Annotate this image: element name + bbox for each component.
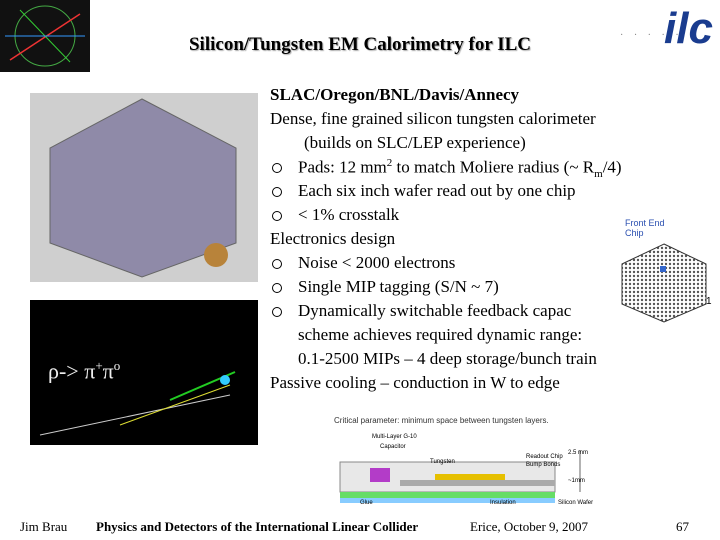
label-part: π xyxy=(102,358,114,384)
subscript: m xyxy=(594,168,603,181)
layer-label: Readout Chip xyxy=(526,454,563,460)
chip-figure: Front End Chip 1 xyxy=(612,212,720,330)
text-part: Pads: 12 mm xyxy=(298,157,387,177)
layer-label: 2.5 mm xyxy=(568,450,589,456)
bullet-line: Each six inch wafer read out by one chip xyxy=(272,181,576,200)
label-part: ρ-> π xyxy=(48,358,96,384)
layer-label: Bump Bonds xyxy=(526,462,561,468)
layer-label: Tungsten xyxy=(430,459,455,465)
layer-label: Silicon Wafer xyxy=(558,500,594,506)
wafer-photo xyxy=(30,93,258,282)
bullet-line: < 1% crosstalk xyxy=(271,205,400,224)
text-line: 0.1-2500 MIPs – 4 deep storage/bunch tra… xyxy=(298,349,597,368)
layer-label: Capacitor xyxy=(380,444,406,450)
logo-dots: · · · · · xyxy=(620,30,683,41)
footer-author: Jim Brau xyxy=(20,519,68,534)
text-line: scheme achieves required dynamic range: xyxy=(298,325,583,344)
text-line: (builds on SLC/LEP experience) xyxy=(304,133,526,152)
text-line: Dense, fine grained silicon tungsten cal… xyxy=(270,109,596,128)
chip-number: 1 xyxy=(706,296,712,307)
bullet-line: Single MIP tagging (S/N ~ 7) xyxy=(272,277,499,296)
layer-label: Insulation xyxy=(490,500,516,506)
layer-drawing xyxy=(339,450,581,503)
footer-course: Physics and Detectors of the Internation… xyxy=(96,519,419,534)
text-line: SLAC/Oregon/BNL/Davis/Annecy xyxy=(270,85,520,104)
event-display-thumb xyxy=(0,0,90,72)
label-sup: + xyxy=(95,358,103,373)
superscript: 2 xyxy=(386,157,393,169)
layer-label: ~1mm xyxy=(568,478,585,484)
footer-date: Erice, October 9, 2007 xyxy=(470,519,589,534)
chip-wafer xyxy=(621,243,707,323)
bullet-line: Noise < 2000 electrons xyxy=(271,253,456,272)
text-part: /4) xyxy=(602,157,622,177)
text-line: Passive cooling – conduction in W to edg… xyxy=(270,373,560,392)
layer-figure: Critical parameter: minimum space betwee… xyxy=(330,414,602,512)
event-photo xyxy=(30,300,258,445)
bullet-line: Dynamically switchable feedback capac xyxy=(271,301,572,320)
event-label: ρ-> π+πo xyxy=(48,358,120,384)
layer-caption: Critical parameter: minimum space betwee… xyxy=(334,416,549,425)
text-part: to match Moliere radius (~ R xyxy=(392,157,595,177)
chip-label: Front End Chip xyxy=(625,218,665,238)
slide-title: Silicon/Tungsten EM Calorimetry for ILC xyxy=(188,34,531,55)
text-line: Electronics design xyxy=(270,229,396,248)
bullet-line: Pads: 12 mm2 to match Moliere radius (~ … xyxy=(272,157,622,181)
logo: ilc · · · · · xyxy=(620,0,716,70)
label-sup: o xyxy=(113,358,121,373)
layer-label: Glue xyxy=(360,500,373,506)
footer-page: 67 xyxy=(676,519,689,534)
logo-text: ilc xyxy=(664,4,713,53)
layer-label: Multi-Layer G-10 xyxy=(372,434,417,440)
